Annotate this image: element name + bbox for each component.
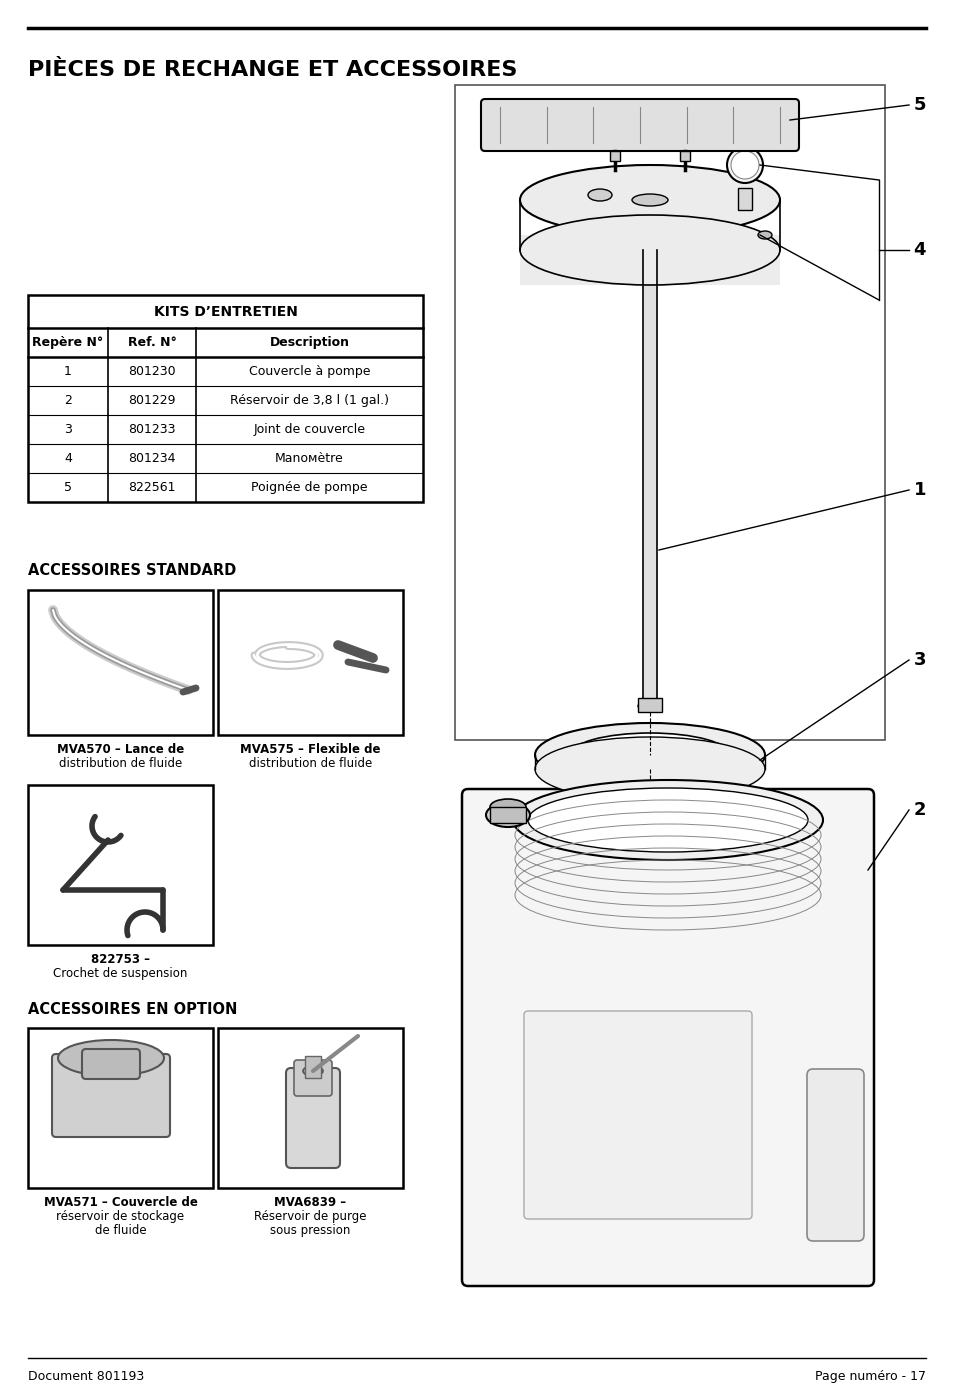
Ellipse shape	[303, 1066, 323, 1076]
FancyBboxPatch shape	[52, 1053, 170, 1137]
Text: 2: 2	[913, 801, 925, 819]
Text: 801234: 801234	[128, 452, 175, 465]
Bar	[28, 1029, 213, 1188]
FancyBboxPatch shape	[480, 99, 799, 151]
Bar	[490, 806, 525, 823]
Ellipse shape	[638, 701, 661, 711]
Text: 822753 –: 822753 –	[91, 954, 150, 966]
Bar	[305, 1056, 320, 1078]
Text: 4: 4	[913, 242, 925, 260]
Ellipse shape	[535, 737, 764, 801]
Text: MVA6839 –: MVA6839 –	[274, 1196, 346, 1209]
FancyBboxPatch shape	[286, 1067, 339, 1167]
Text: Description: Description	[269, 336, 349, 348]
Ellipse shape	[535, 723, 764, 787]
Bar	[738, 187, 751, 210]
Text: PIÈCES DE RECHANGE ET ACCESSOIRES: PIÈCES DE RECHANGE ET ACCESSOIRES	[28, 60, 517, 81]
FancyBboxPatch shape	[294, 1060, 332, 1097]
Text: 3: 3	[913, 651, 925, 669]
Text: Réservoir de 3,8 l (1 gal.): Réservoir de 3,8 l (1 gal.)	[230, 394, 389, 407]
Ellipse shape	[758, 230, 771, 239]
Bar	[519, 235, 780, 285]
Text: 822561: 822561	[128, 482, 175, 494]
Text: 3: 3	[64, 423, 71, 436]
Bar	[28, 590, 213, 736]
Text: Joint de couvercle: Joint de couvercle	[253, 423, 365, 436]
Text: 801229: 801229	[128, 394, 175, 407]
FancyBboxPatch shape	[82, 1049, 140, 1078]
Ellipse shape	[519, 165, 780, 235]
Ellipse shape	[58, 1040, 164, 1076]
Bar	[28, 296, 422, 502]
Ellipse shape	[527, 788, 807, 852]
Text: Document 801193: Document 801193	[28, 1370, 144, 1382]
Bar	[642, 250, 657, 700]
Text: distribution de fluide: distribution de fluide	[249, 756, 372, 770]
Text: sous pression: sous pression	[270, 1224, 351, 1237]
Bar	[218, 590, 402, 736]
Text: 4: 4	[64, 452, 71, 465]
Text: Page numéro - 17: Page numéro - 17	[814, 1370, 925, 1382]
Text: ACCESSOIRES STANDARD: ACCESSOIRES STANDARD	[28, 564, 236, 577]
Ellipse shape	[485, 804, 530, 827]
Ellipse shape	[726, 147, 762, 183]
Text: MVA571 – Couvercle de: MVA571 – Couvercle de	[44, 1196, 197, 1209]
Bar	[455, 85, 884, 740]
Ellipse shape	[519, 215, 780, 285]
Text: 1: 1	[64, 365, 71, 378]
Text: 1: 1	[913, 482, 925, 500]
Ellipse shape	[513, 780, 822, 861]
Text: Couvercle à pompe: Couvercle à pompe	[249, 365, 370, 378]
Ellipse shape	[490, 799, 525, 815]
Text: Manoмètre: Manoмètre	[274, 452, 343, 465]
Text: Crochet de suspension: Crochet de suspension	[53, 967, 188, 980]
Ellipse shape	[484, 105, 500, 144]
Bar	[679, 151, 689, 161]
Text: Réservoir de purge: Réservoir de purge	[254, 1210, 366, 1223]
Ellipse shape	[779, 105, 794, 144]
Bar	[218, 1029, 402, 1188]
Text: MVA575 – Flexible de: MVA575 – Flexible de	[240, 743, 380, 756]
Text: 2: 2	[64, 394, 71, 407]
Text: Repère N°: Repère N°	[32, 336, 104, 348]
FancyBboxPatch shape	[461, 788, 873, 1287]
Text: MVA570 – Lance de: MVA570 – Lance de	[57, 743, 184, 756]
Ellipse shape	[587, 189, 612, 201]
Text: KITS D’ENTRETIEN: KITS D’ENTRETIEN	[153, 304, 297, 318]
Text: de fluide: de fluide	[94, 1224, 146, 1237]
Bar	[609, 151, 619, 161]
Ellipse shape	[631, 194, 667, 205]
FancyBboxPatch shape	[806, 1069, 863, 1241]
Text: réservoir de stockage: réservoir de stockage	[56, 1210, 184, 1223]
Text: Poignée de pompe: Poignée de pompe	[251, 482, 367, 494]
Text: Ref. N°: Ref. N°	[128, 336, 176, 348]
Bar	[28, 786, 213, 945]
Ellipse shape	[730, 151, 759, 179]
Text: 5: 5	[913, 96, 925, 114]
Ellipse shape	[569, 733, 729, 777]
Bar	[638, 698, 661, 712]
FancyBboxPatch shape	[523, 1010, 751, 1219]
Text: distribution de fluide: distribution de fluide	[59, 756, 182, 770]
Text: 801230: 801230	[128, 365, 175, 378]
Text: 5: 5	[64, 482, 71, 494]
Text: ACCESSOIRES EN OPTION: ACCESSOIRES EN OPTION	[28, 1002, 237, 1017]
Text: 801233: 801233	[128, 423, 175, 436]
